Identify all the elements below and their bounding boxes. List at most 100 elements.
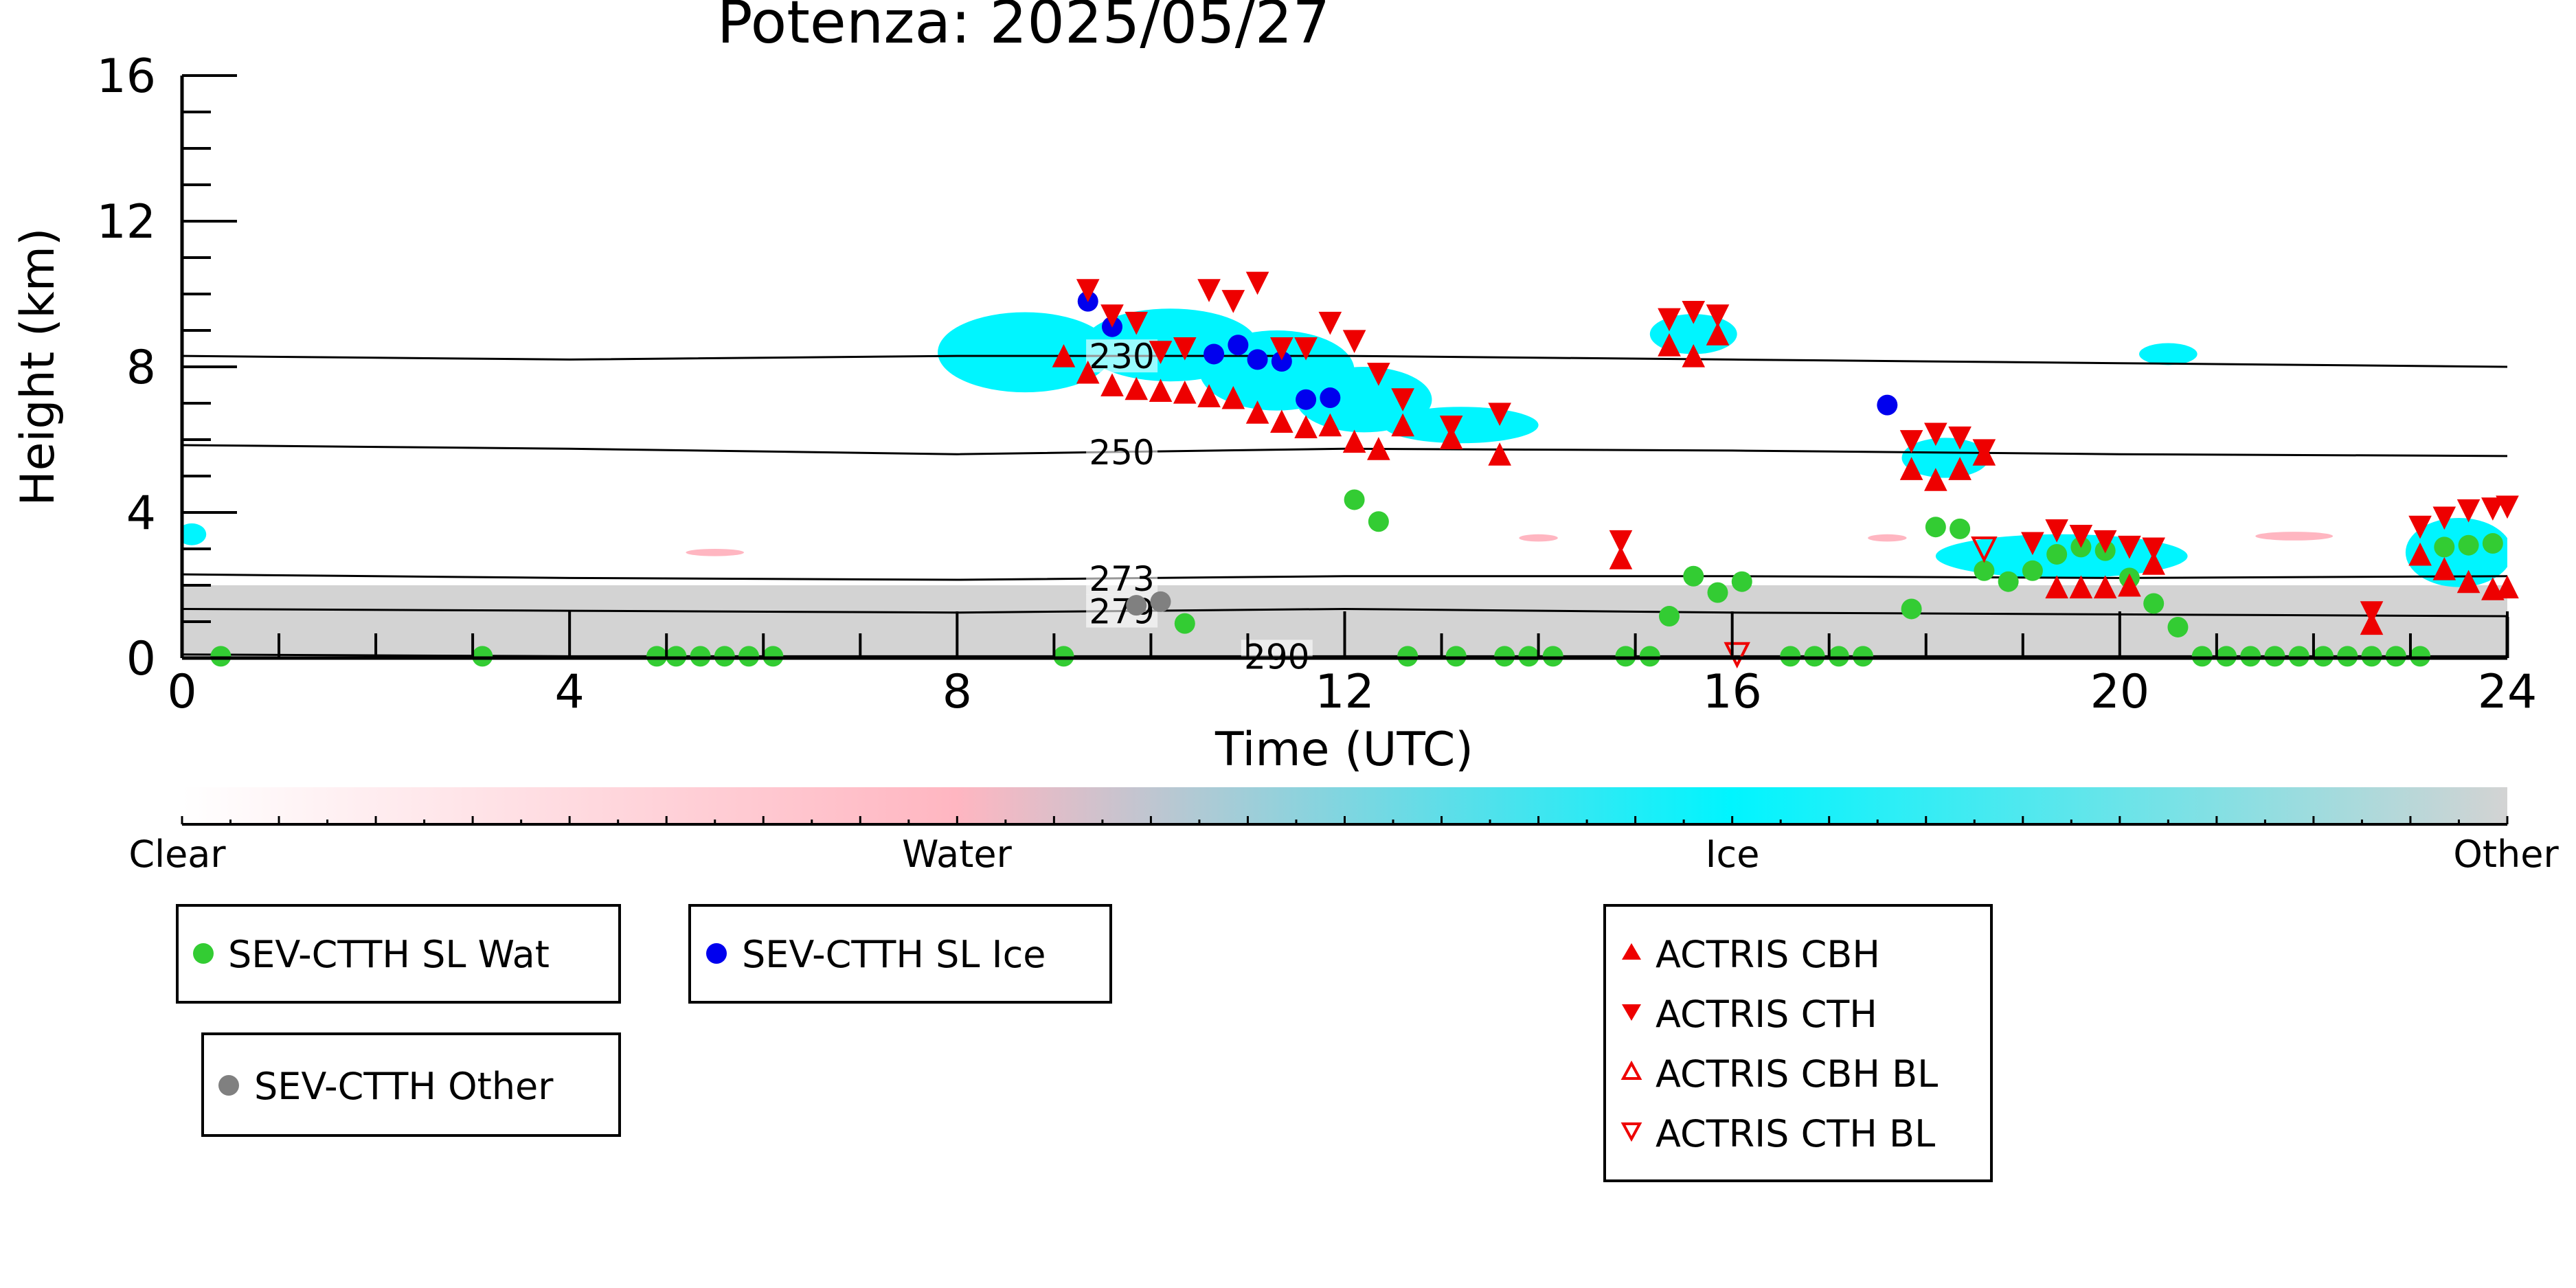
data-point <box>2118 573 2141 597</box>
data-point <box>2046 543 2068 565</box>
data-point <box>738 646 760 667</box>
data-point <box>2142 537 2166 561</box>
colorbar-label-other: Other <box>2453 833 2559 876</box>
colorbar-label-water: Water <box>902 833 1012 876</box>
legend-label-ice: SEV-CTTH SL Ice <box>742 933 1046 976</box>
data-point <box>1367 363 1390 386</box>
data-point <box>1518 646 1539 667</box>
data-point <box>1899 430 1923 453</box>
data-point <box>2408 542 2432 566</box>
data-point <box>690 646 711 667</box>
data-point <box>1342 429 1366 453</box>
isotherm-label: 273 <box>1089 559 1154 599</box>
x-tick-label: 12 <box>1315 665 1375 719</box>
data-point <box>1924 468 1947 491</box>
data-point <box>1445 646 1467 667</box>
data-point <box>1247 349 1268 370</box>
data-point <box>1682 343 1706 368</box>
y-tick-label: 8 <box>126 341 156 395</box>
data-point <box>1804 646 1825 667</box>
x-tick-label: 24 <box>2478 665 2538 719</box>
data-point <box>1076 279 1100 302</box>
x-tick-label: 4 <box>555 665 585 719</box>
legend-label-cbh-bl: ACTRIS CBH BL <box>1656 1052 1938 1096</box>
data-point <box>2458 534 2479 556</box>
isotherm-line <box>181 354 2508 368</box>
data-point <box>1197 384 1221 407</box>
legend-sev-ctth-sl-wat: SEV-CTTH SL Wat <box>176 904 621 1004</box>
axes: 0 4 8 12 16 0 4 8 12 16 20 24 <box>96 49 2537 719</box>
data-point <box>2408 515 2432 539</box>
x-tick-label: 20 <box>2090 665 2150 719</box>
isotherm-label-bg <box>1086 594 1158 628</box>
data-point <box>1294 415 1318 438</box>
data-point <box>1173 337 1197 361</box>
data-point <box>1221 385 1245 409</box>
data-point <box>1320 387 1341 409</box>
data-point <box>1609 546 1633 569</box>
data-point <box>1706 304 1730 328</box>
data-point <box>2167 616 2189 637</box>
legend-marker-ice <box>706 943 727 964</box>
isotherm-label: 250 <box>1089 433 1154 473</box>
data-point <box>1174 613 1195 634</box>
colorbar-ticks <box>181 816 2509 826</box>
data-point <box>1707 582 1728 603</box>
data-point <box>2496 575 2519 599</box>
data-point <box>1706 322 1730 346</box>
data-point <box>1639 646 1660 667</box>
isotherm-label: 279 <box>1089 591 1154 631</box>
data-point <box>2288 646 2309 667</box>
data-point <box>1731 571 1752 592</box>
legend-marker-cbh <box>1622 943 1641 960</box>
data-point <box>2264 646 2285 667</box>
data-point <box>1391 413 1414 437</box>
data-point <box>1318 413 1342 437</box>
data-point <box>1076 360 1100 384</box>
colorbar-label-clear: Clear <box>128 833 226 876</box>
data-point <box>1173 380 1197 404</box>
data-point <box>1125 311 1149 335</box>
data-point <box>1270 409 1293 433</box>
data-point <box>1615 646 1636 667</box>
y-axis-label: Height (km) <box>11 227 65 506</box>
y-tick-label: 16 <box>96 49 156 104</box>
data-point <box>1609 530 1633 554</box>
data-point <box>2481 497 2505 521</box>
data-point <box>1150 591 1171 612</box>
data-point <box>1149 379 1173 402</box>
data-point <box>1100 373 1124 396</box>
y-tick-label: 4 <box>126 486 156 541</box>
data-point <box>1877 394 1898 416</box>
data-point <box>1828 646 1849 667</box>
data-point <box>2410 646 2431 667</box>
data-point <box>646 646 668 667</box>
legend-marker-other <box>218 1075 239 1096</box>
data-point <box>1344 489 1365 510</box>
legend-sev-ctth-sl-ice: SEV-CTTH SL Ice <box>688 904 1112 1004</box>
data-point <box>2456 499 2481 523</box>
data-point <box>1318 311 1342 335</box>
legend-marker-cth-bl <box>1620 1122 1642 1142</box>
data-point <box>1100 304 1124 328</box>
isotherm-line <box>181 444 2508 457</box>
legend-sev-ctth-other: SEV-CTTH Other <box>201 1032 621 1137</box>
y-tick-label: 12 <box>96 195 156 249</box>
water-region <box>2255 532 2334 541</box>
data-point <box>1683 565 1704 587</box>
isotherm-line <box>181 573 2508 581</box>
data-point <box>2385 646 2406 667</box>
data-point <box>2240 646 2261 667</box>
data-point <box>1658 333 1681 357</box>
data-point <box>1488 403 1511 427</box>
legend-marker-wat <box>193 943 214 964</box>
data-point <box>762 646 784 667</box>
data-point <box>1682 301 1706 324</box>
isotherm-label-bg <box>1241 640 1313 673</box>
data-point <box>1368 511 1389 532</box>
data-point <box>1899 457 1923 480</box>
data-point <box>666 646 687 667</box>
data-point <box>1924 422 1947 447</box>
